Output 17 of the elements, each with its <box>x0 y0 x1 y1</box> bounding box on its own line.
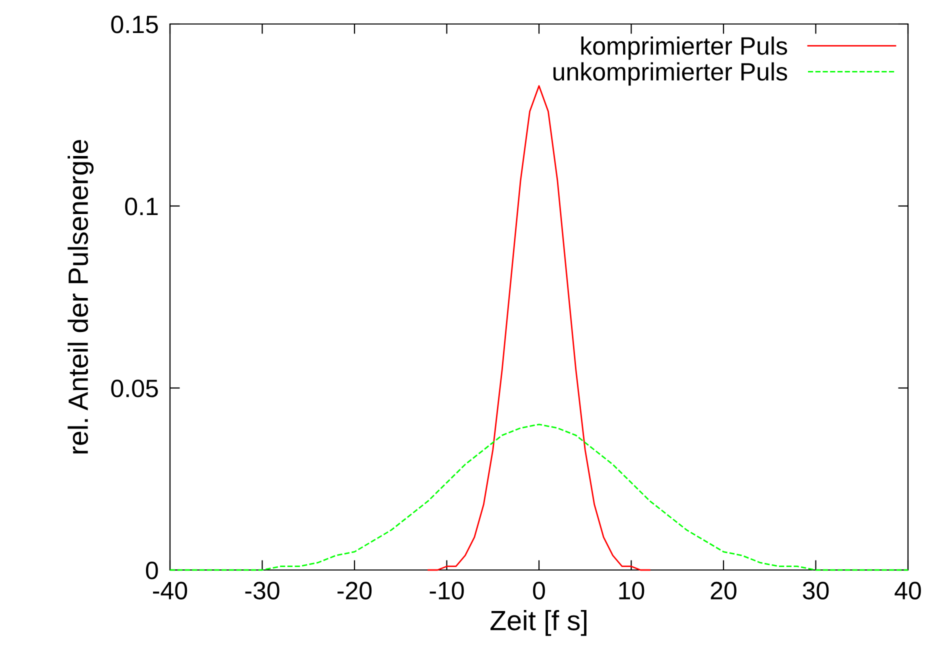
y-axis-title: rel. Anteil der Pulsenergie <box>68 140 94 454</box>
y-tick-label: 0.15 <box>111 16 158 34</box>
legend-label: unkomprimierter Puls <box>553 62 788 86</box>
y-tick-label: 0.05 <box>111 380 158 398</box>
x-tick-label: 30 <box>802 582 829 600</box>
x-tick-label: -10 <box>430 582 464 600</box>
y-tick-label: 0 <box>146 562 158 580</box>
x-axis-title: Zeit [f s] <box>490 610 586 636</box>
x-tick-label: 10 <box>619 582 644 600</box>
y-tick-label: 0.1 <box>125 198 158 216</box>
x-tick-label: 0 <box>533 582 545 600</box>
x-tick-label: 20 <box>710 582 736 600</box>
legend-label: komprimierter Puls <box>581 36 788 60</box>
x-tick-label: -30 <box>245 582 280 600</box>
x-tick-label: 40 <box>894 582 921 600</box>
x-tick-label: -20 <box>338 582 372 600</box>
x-tick-label: -40 <box>153 582 188 600</box>
